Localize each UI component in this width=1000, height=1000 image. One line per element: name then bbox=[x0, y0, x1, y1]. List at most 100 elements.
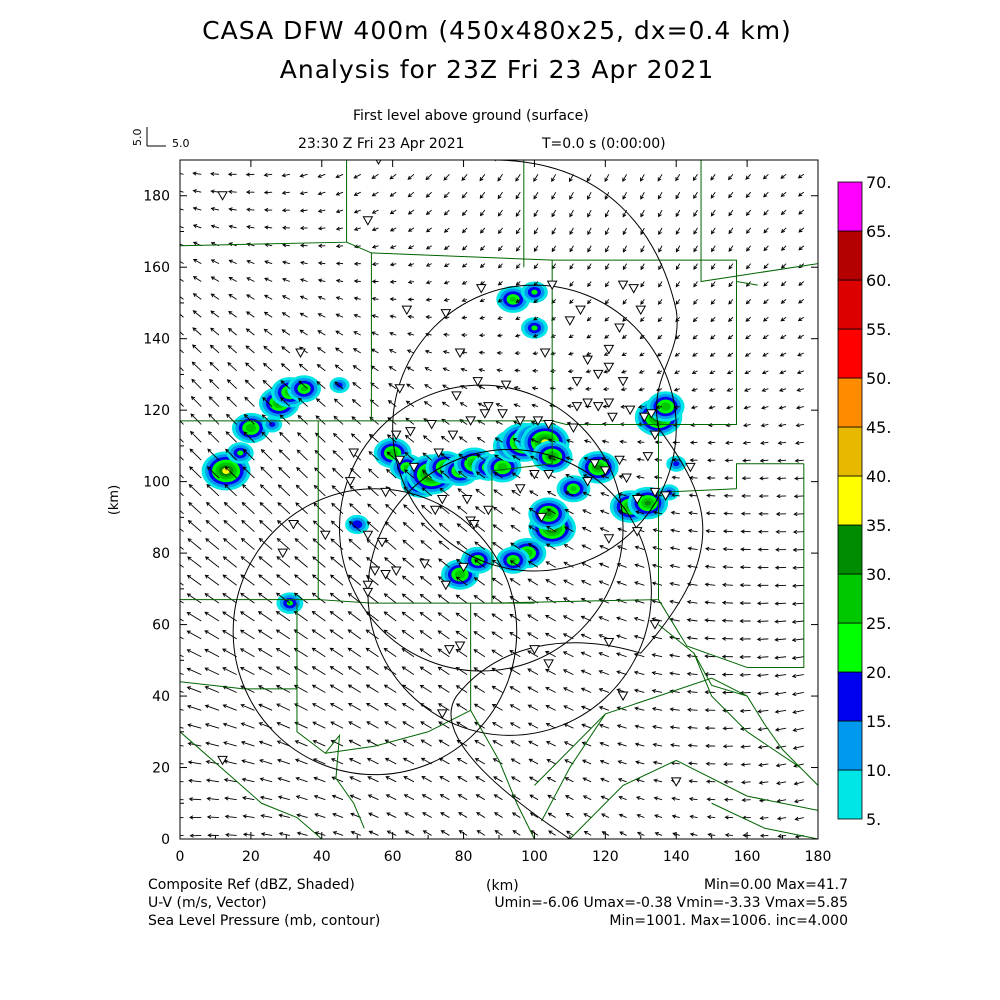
wind-vector bbox=[791, 601, 804, 606]
wind-vector bbox=[371, 191, 379, 197]
wind-vector bbox=[776, 781, 787, 786]
wind-vector bbox=[419, 611, 432, 622]
wind-vector bbox=[692, 334, 698, 340]
y-tick-label: 180 bbox=[143, 189, 170, 205]
wind-vector bbox=[350, 830, 361, 836]
wind-vector bbox=[669, 653, 680, 658]
wind-vector bbox=[479, 174, 486, 182]
wind-vector bbox=[774, 637, 787, 642]
wind-vector bbox=[568, 351, 574, 356]
wind-vector bbox=[204, 685, 220, 693]
wind-vector bbox=[419, 593, 432, 604]
wind-vector bbox=[180, 208, 184, 211]
wind-vector bbox=[721, 600, 733, 605]
wind-vector bbox=[351, 399, 362, 407]
wind-vector bbox=[548, 830, 556, 836]
wind-vector bbox=[224, 814, 237, 819]
wind-vector bbox=[208, 413, 220, 425]
wind-vector bbox=[774, 655, 787, 660]
wind-vector bbox=[180, 564, 184, 568]
wind-vector bbox=[721, 618, 733, 623]
wind-vector bbox=[439, 487, 450, 497]
wind-vector bbox=[371, 262, 379, 267]
station-marker bbox=[468, 520, 480, 530]
wind-vector bbox=[419, 648, 432, 658]
wind-vector bbox=[722, 726, 733, 731]
wind-vector bbox=[775, 511, 787, 517]
wind-vector bbox=[243, 413, 255, 425]
station-marker bbox=[543, 659, 554, 669]
wind-vector bbox=[616, 616, 627, 622]
colorbar-label: 10. bbox=[866, 761, 891, 780]
wind-vector bbox=[675, 209, 681, 218]
wind-vector bbox=[479, 191, 486, 199]
wind-vector bbox=[744, 370, 751, 375]
wind-vector bbox=[512, 438, 521, 443]
wind-vector bbox=[651, 653, 663, 658]
colorbar-bin bbox=[837, 671, 863, 722]
station-marker bbox=[419, 559, 430, 569]
wind-vector bbox=[224, 483, 238, 497]
wind-vector bbox=[792, 547, 804, 552]
station-marker bbox=[592, 402, 604, 412]
wind-vector bbox=[189, 833, 202, 838]
wind-vector bbox=[515, 298, 521, 303]
wind-vector bbox=[743, 387, 751, 392]
station-marker bbox=[401, 305, 413, 316]
wind-vector bbox=[389, 331, 397, 336]
wind-vector bbox=[388, 366, 397, 372]
wind-vector bbox=[180, 296, 184, 300]
wind-vector bbox=[527, 560, 539, 568]
wind-vector bbox=[651, 706, 663, 712]
station-marker bbox=[433, 448, 445, 459]
wind-vector bbox=[186, 686, 202, 693]
wind-vector bbox=[704, 600, 716, 605]
wind-vector bbox=[225, 431, 238, 443]
x-tick-label: 80 bbox=[455, 849, 473, 865]
station-marker bbox=[603, 344, 615, 355]
wind-vector bbox=[228, 310, 237, 318]
wind-vector bbox=[478, 350, 485, 355]
wind-vector bbox=[298, 363, 308, 372]
wind-vector bbox=[419, 630, 432, 640]
station-marker bbox=[575, 305, 586, 316]
wind-vector bbox=[371, 279, 379, 284]
wind-vector bbox=[515, 227, 521, 235]
station-marker bbox=[436, 709, 448, 719]
wind-vector bbox=[404, 830, 415, 836]
wind-vector bbox=[546, 777, 556, 783]
wind-vector bbox=[222, 574, 237, 586]
county-boundary bbox=[541, 713, 606, 822]
wind-vector bbox=[276, 721, 291, 729]
wind-vector bbox=[317, 243, 326, 248]
wind-vector bbox=[638, 369, 645, 374]
wind-vector bbox=[545, 561, 556, 568]
wind-vector bbox=[741, 493, 751, 499]
wind-vector bbox=[622, 227, 628, 236]
wind-vector bbox=[634, 563, 645, 568]
wind-vector bbox=[657, 174, 663, 182]
wind-vector bbox=[347, 666, 362, 675]
wind-vector bbox=[512, 830, 521, 836]
wind-vector bbox=[335, 296, 344, 301]
wind-vector bbox=[546, 526, 556, 533]
wind-vector bbox=[741, 780, 751, 785]
wind-vector bbox=[224, 466, 238, 479]
wind-vector bbox=[688, 475, 698, 480]
wind-vector bbox=[317, 261, 326, 266]
wind-vector bbox=[476, 830, 486, 836]
wind-vector bbox=[473, 631, 486, 640]
wind-vector bbox=[228, 276, 237, 282]
wind-vector bbox=[780, 316, 787, 322]
wind-vector bbox=[424, 349, 432, 354]
wind-vector bbox=[780, 245, 787, 251]
wind-vector bbox=[711, 245, 716, 253]
wind-vector bbox=[347, 629, 362, 640]
wind-vector bbox=[334, 381, 344, 390]
wind-vector bbox=[587, 299, 592, 305]
station-marker bbox=[376, 537, 388, 548]
wind-vector bbox=[349, 776, 361, 783]
wind-vector bbox=[528, 776, 539, 783]
wind-vector bbox=[366, 739, 379, 747]
county-boundary bbox=[346, 241, 372, 421]
